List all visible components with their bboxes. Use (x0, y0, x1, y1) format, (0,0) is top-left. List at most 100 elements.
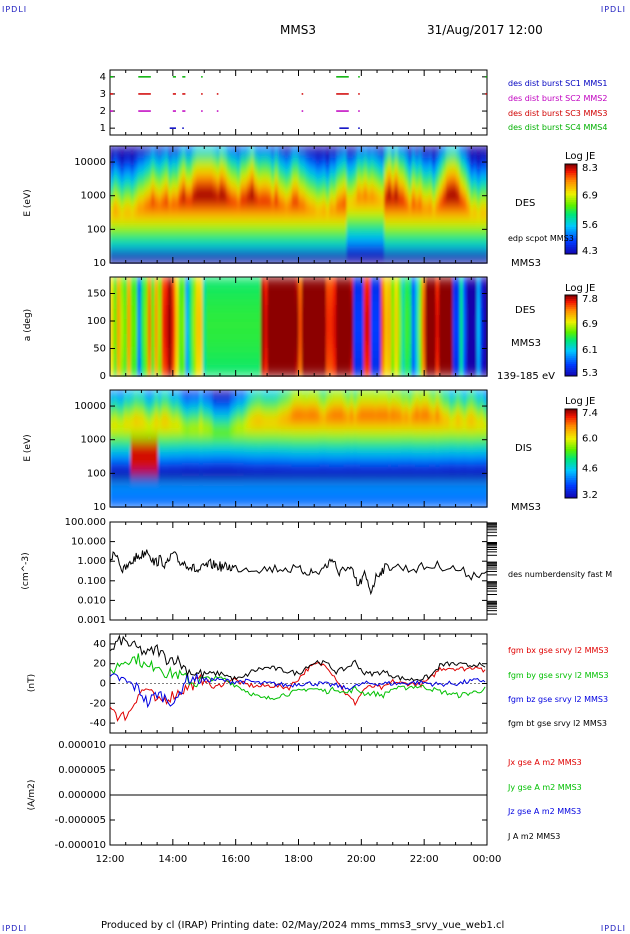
spectrogram-cell (223, 225, 228, 231)
spectrogram-cell (199, 212, 204, 218)
spectrogram-cell (250, 158, 255, 164)
spectrogram-cell (178, 368, 183, 374)
spectrogram-cell (253, 287, 259, 292)
spectrogram-cell (223, 237, 228, 243)
spectrogram-cell (161, 225, 166, 231)
spectrogram-cell (257, 204, 262, 210)
spectrogram-cell (332, 217, 337, 223)
spectrogram-cell (216, 284, 221, 289)
spectrogram-cell (161, 212, 166, 218)
spectrogram-cell (329, 315, 334, 321)
spectrogram-cell (144, 146, 149, 151)
spectrogram-cell (271, 171, 276, 177)
spectrogram-cell (195, 162, 200, 168)
spectrogram-cell (209, 166, 214, 172)
spectrogram-cell (161, 347, 166, 353)
spectrogram-cell (243, 372, 248, 377)
spectrogram-cell (110, 187, 115, 193)
spectrogram-cell (370, 154, 375, 160)
spectrogram-cell (281, 204, 286, 210)
spectrogram-cell (264, 225, 269, 231)
spectrogram-cell (123, 171, 128, 177)
spectrogram-cell (370, 183, 375, 189)
spectrogram-cell (247, 322, 252, 328)
spectrogram-cell (110, 284, 115, 289)
spectrogram-cell (195, 280, 200, 285)
spectrogram-cell (233, 250, 238, 256)
spectrogram-cell (459, 225, 464, 231)
spectrogram-cell (205, 204, 211, 210)
spectrogram-cell (346, 233, 351, 239)
spectrogram-cell (123, 162, 128, 168)
spectrogram-cell (271, 354, 276, 360)
spectrogram-cell (308, 372, 314, 377)
spectrogram-cell (367, 254, 372, 260)
spectrogram-cell (229, 322, 235, 328)
spectrogram-cell (161, 237, 166, 243)
spectrogram-cell (298, 233, 303, 239)
spectrogram-cell (353, 171, 358, 177)
spectrogram-cell (339, 361, 344, 367)
spectrogram-cell (305, 347, 310, 353)
spectrogram-cell (288, 361, 293, 367)
spectrogram-cell (185, 258, 190, 264)
spectrogram-cell (233, 183, 238, 189)
spectrogram-cell (216, 365, 221, 370)
spectrogram-cell (274, 191, 279, 197)
spectrogram-cell (226, 175, 231, 181)
spectrogram-cell (442, 146, 447, 151)
spectrogram-cell (463, 229, 468, 235)
spectrogram-cell (384, 208, 389, 214)
spectrogram-cell (480, 166, 485, 172)
spectrogram-cell (425, 229, 430, 235)
spectrogram-cell (308, 246, 314, 252)
spectrogram-cell (137, 298, 142, 303)
spectrogram-cell (226, 246, 231, 252)
spectrogram-cell (284, 175, 290, 181)
spectrogram-cell (202, 344, 207, 349)
spectrogram-cell (236, 347, 242, 353)
spectrogram-cell (253, 179, 259, 185)
spectrogram-cell (380, 179, 385, 185)
spectrogram-cell (380, 183, 385, 189)
spectrogram-cell (339, 242, 344, 248)
spectrogram-cell (161, 358, 166, 363)
spectrogram-cell (127, 284, 132, 289)
spectrogram-cell (137, 187, 142, 193)
spectrogram-cell (425, 225, 430, 231)
spectrogram-cell (322, 208, 327, 214)
spectrogram-cell (233, 358, 238, 363)
spectrogram-cell (264, 319, 269, 324)
spectrogram-cell (168, 315, 173, 321)
spectrogram-cell (339, 294, 344, 300)
spectrogram-cell (394, 217, 399, 223)
spectrogram-cell (401, 204, 406, 210)
spectrogram-cell (140, 319, 146, 324)
spectrogram-cell (253, 372, 259, 377)
spectrogram-cell (260, 150, 266, 156)
spectrogram-cell (277, 179, 283, 185)
spectrogram-cell (233, 326, 238, 331)
spectrogram-cell (445, 150, 451, 156)
spectrogram-cell (291, 229, 296, 235)
spectrogram-cell (133, 351, 139, 356)
spectrogram-cell (247, 368, 252, 374)
spectrogram-cell (209, 183, 214, 189)
spectrogram-cell (110, 200, 115, 206)
spectrogram-cell (312, 166, 317, 172)
spectrogram-cell (349, 187, 355, 193)
spectrogram-cell (164, 254, 170, 260)
spectrogram-cell (253, 312, 259, 317)
spectrogram-cell (154, 179, 159, 185)
spectrogram-cell (175, 315, 180, 321)
spectrogram-cell (209, 204, 214, 210)
spectrogram-cell (195, 221, 200, 227)
spectrogram-cell (157, 158, 163, 164)
spectrogram-cell (418, 237, 423, 243)
spectrogram-cell (459, 254, 464, 260)
spectrogram-cell (168, 337, 173, 342)
spectrogram-cell (120, 233, 125, 239)
spectrogram-cell (312, 322, 317, 328)
spectrogram-cell (356, 183, 361, 189)
spectrogram-cell (373, 200, 379, 206)
